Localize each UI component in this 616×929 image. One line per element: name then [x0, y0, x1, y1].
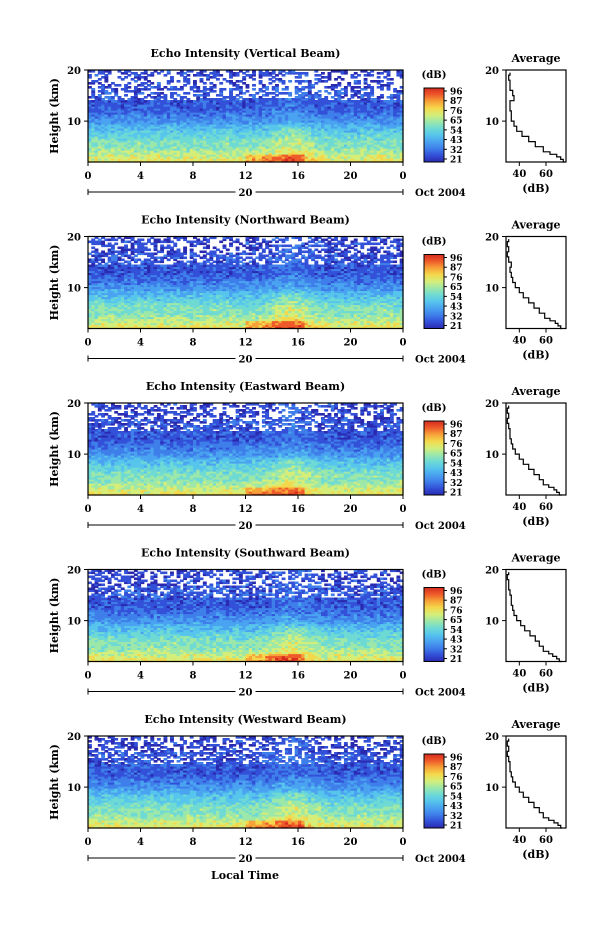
date-month-label: Oct 2004 [415, 188, 466, 199]
heatmap-cell [390, 78, 394, 81]
heatmap-cell [223, 88, 227, 91]
heatmap-cell [380, 94, 384, 97]
x-tick-label: 0 [400, 171, 407, 182]
heatmap-cell [295, 86, 299, 89]
heatmap-cell [357, 80, 361, 83]
date-day-label: 20 [239, 188, 253, 199]
colorbar-tick-label: 96 [450, 88, 463, 98]
heatmap-cell [134, 72, 138, 75]
heatmap-cell [160, 92, 164, 95]
heatmap-cell [308, 80, 312, 83]
heatmap-cell [183, 96, 187, 99]
heatmap-cell [209, 82, 213, 85]
heatmap-field [88, 237, 404, 330]
heatmap-cell [357, 86, 361, 89]
panels: Echo Intensity (Vertical Beam) 10 20 Height… [48, 47, 566, 865]
profile-x-tick-label: 40 [512, 169, 526, 180]
heatmap-cell [354, 72, 358, 75]
heatmap-cell [173, 92, 177, 95]
chart-title: Echo Intensity (Vertical Beam) [150, 47, 340, 60]
heatmap-cell [124, 94, 128, 97]
colorbar-label: (dB) [422, 70, 447, 81]
heatmap-cell [347, 82, 351, 85]
profile-line [509, 73, 565, 162]
heatmap-cell [377, 76, 381, 79]
heatmap-cell [380, 80, 384, 83]
heatmap-cell [219, 82, 223, 85]
x-tick-label: 0 [85, 171, 92, 182]
colorbar-tick-label: 32 [450, 146, 463, 156]
x-tick-label: 20 [344, 171, 358, 182]
heatmap-cell [252, 84, 256, 87]
heatmap-cell [111, 82, 115, 85]
panel-1: Echo Intensity (Vertical Beam) 10 20 Height… [48, 47, 566, 199]
y-tick-label: 20 [67, 66, 81, 77]
heatmap-cell [163, 86, 167, 89]
heatmap-cell [246, 90, 250, 93]
heatmap-cell [252, 88, 256, 91]
heatmap-cell [170, 76, 174, 79]
colorbar-tick-label: 87 [450, 97, 463, 107]
chart-title: Echo Intensity (Northward Beam) [141, 214, 350, 227]
colorbar-tick-label: 54 [450, 126, 463, 136]
heatmap-cell [393, 88, 397, 91]
x-tick-label: 16 [291, 171, 305, 182]
heatmap-cell [114, 88, 118, 91]
heatmap-field [88, 70, 404, 163]
heatmap-cell [324, 96, 328, 99]
panel-2: Echo Intensity (Northward Beam)1020Heigh… [48, 214, 566, 366]
y-tick-label: 10 [67, 117, 81, 128]
y-axis-label: Height (km) [48, 78, 61, 154]
heatmap-cell [177, 80, 181, 83]
heatmap-cell [275, 84, 279, 87]
heatmap-cell [337, 76, 341, 79]
average-profile: Average 10 20 40 60 (dB) [485, 52, 566, 195]
heatmap-cell [127, 82, 131, 85]
profile-frame [506, 70, 566, 162]
heatmap-cell [259, 80, 263, 83]
profile-x-label: (dB) [522, 182, 549, 195]
colorbar-tick-label: 76 [450, 107, 463, 117]
heatmap-cell [193, 80, 197, 83]
heatmap-cell [173, 86, 177, 89]
heatmap-cell [118, 84, 122, 87]
heatmap-cell [157, 82, 161, 85]
x-tick-label: 4 [137, 171, 144, 182]
profile-y-tick-label: 10 [485, 117, 499, 128]
heatmap-cell [223, 78, 227, 81]
heatmap-cell [321, 72, 325, 75]
profile-y-tick-label: 20 [485, 66, 499, 77]
heatmap-cell [364, 78, 368, 81]
heatmap-cell [324, 90, 328, 93]
heatmap-cell [186, 92, 190, 95]
heatmap-cell [337, 82, 341, 85]
x-tick-label: 8 [190, 171, 197, 182]
heatmap-cell [278, 78, 282, 81]
heatmap-cell [390, 82, 394, 85]
x-tick-label: 12 [239, 171, 253, 182]
colorbar [424, 88, 444, 162]
colorbar-tick-label: 21 [450, 156, 463, 166]
heatmap-cell [318, 90, 322, 93]
colorbar-tick-label: 43 [450, 136, 463, 146]
heatmap-cell [285, 86, 289, 89]
heatmap-cell [305, 72, 309, 75]
heatmap-cell [288, 92, 292, 95]
heatmap-cell [200, 78, 204, 81]
profile-x-tick-label: 60 [539, 169, 553, 180]
heatmap-cell [288, 80, 292, 83]
colorbar-tick-label: 65 [450, 117, 463, 127]
heatmap-cell [118, 76, 122, 79]
profile-title: Average [510, 52, 560, 65]
heatmap-cell [203, 86, 207, 89]
heatmap-cell [229, 80, 233, 83]
